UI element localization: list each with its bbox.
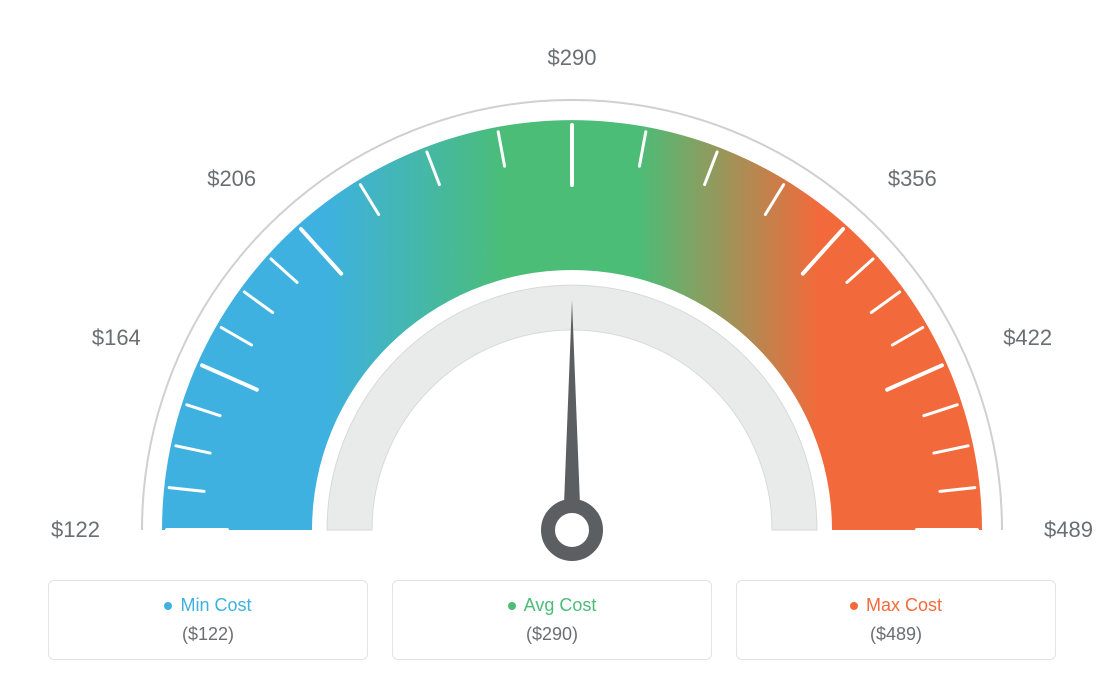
- gauge-needle: [563, 300, 581, 530]
- tick-label: $290: [548, 45, 597, 70]
- min-dot-icon: [164, 602, 172, 610]
- tick-label: $164: [92, 325, 141, 350]
- gauge-chart: $122$164$206$290$356$422$489: [20, 20, 1084, 570]
- legend-avg-label: Avg Cost: [524, 595, 597, 616]
- gauge-svg: $122 $164 $206 $290 $356 $422 $489: [20, 20, 1104, 570]
- cost-gauge-container: $122 $164 $206 $290 $356 $422 $489 Min Cost ($…: [0, 0, 1104, 690]
- legend-card-min: Min Cost ($122): [48, 580, 368, 660]
- tick-label: $356: [888, 166, 937, 191]
- tick-label: $489: [1044, 517, 1093, 542]
- tick-label: $206: [207, 166, 256, 191]
- tick-label: $122: [51, 517, 100, 542]
- legend-card-max: Max Cost ($489): [736, 580, 1056, 660]
- legend-card-avg: Avg Cost ($290): [392, 580, 712, 660]
- legend-row: Min Cost ($122) Avg Cost ($290) Max Cost…: [20, 580, 1084, 660]
- legend-avg-value: ($290): [411, 624, 693, 645]
- max-dot-icon: [850, 602, 858, 610]
- tick-label: $422: [1003, 325, 1052, 350]
- legend-min-label: Min Cost: [180, 595, 251, 616]
- legend-max-value: ($489): [755, 624, 1037, 645]
- avg-dot-icon: [508, 602, 516, 610]
- legend-max-label: Max Cost: [866, 595, 942, 616]
- legend-min-value: ($122): [67, 624, 349, 645]
- gauge-needle-hub: [548, 506, 596, 554]
